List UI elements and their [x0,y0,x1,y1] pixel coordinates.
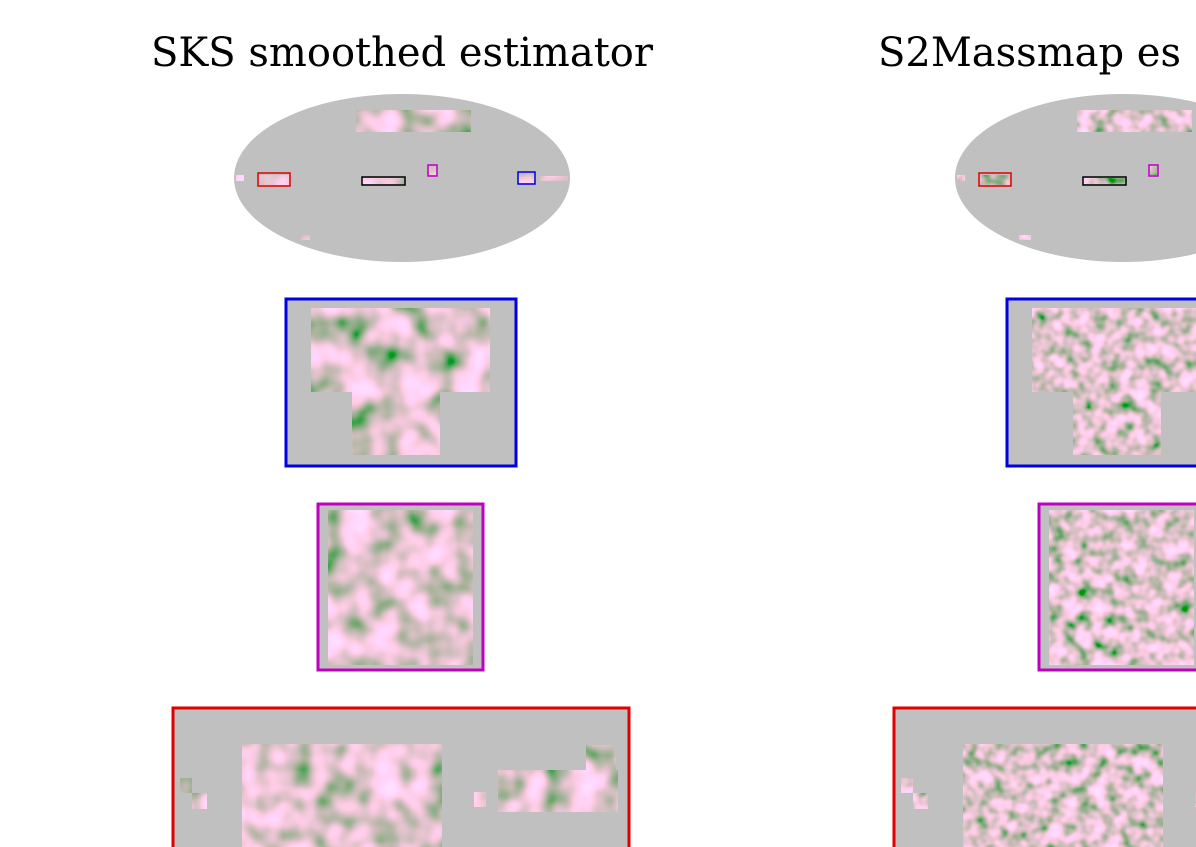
map-field [328,510,473,665]
map-field [1049,510,1194,665]
region-marker [1148,164,1159,177]
region-marker [978,172,1012,187]
map-texture [328,510,473,665]
region-marker [427,164,438,177]
map-column [171,94,631,847]
map-texture [1049,510,1194,665]
region-marker [361,176,406,186]
zoom-frame [892,706,1196,847]
zoom-frame [1005,297,1196,468]
zoom-frame [1037,502,1196,672]
zoom-frame [284,297,518,468]
region-marker [1082,176,1127,186]
region-marker [517,171,536,185]
zoom-frame [316,502,485,672]
region-marker [257,172,291,187]
panel-title: SKS smoothed estimator [151,30,654,76]
panel-title: S2Massmap es [878,30,1181,76]
sky-map [955,94,1196,262]
map-column [892,94,1196,847]
zoom-frame [171,706,631,847]
